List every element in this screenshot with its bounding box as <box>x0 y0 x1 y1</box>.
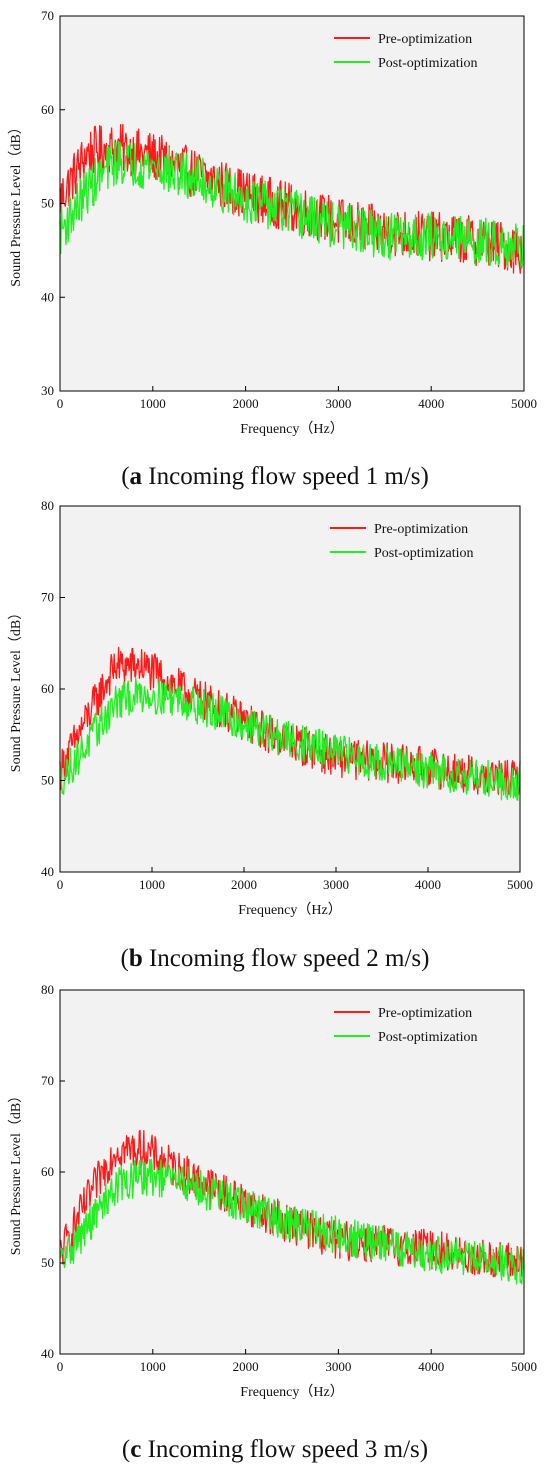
legend-label: Pre-optimization <box>378 1006 472 1021</box>
caption-c: (c Incoming flow speed 3 m/s) <box>121 1436 429 1463</box>
y-tick-label: 40 <box>41 1346 54 1361</box>
x-tick-label: 2000 <box>233 396 259 411</box>
series-line-pre-optimization <box>59 123 525 274</box>
caption-b-text: Incoming flow speed 2 m/s <box>142 945 422 972</box>
legend-label: Pre-optimization <box>378 32 472 47</box>
x-tick-label: 3000 <box>325 396 351 411</box>
series-line-pre-optimization <box>59 1129 525 1278</box>
y-tick-label: 50 <box>41 196 54 211</box>
y-axis-title: Sound Pressure Level（dB） <box>8 120 24 286</box>
caption-a-text: Incoming flow speed 1 m/s <box>142 463 421 490</box>
legend-label: Pre-optimization <box>374 522 468 537</box>
x-tick-label: 5000 <box>507 877 533 892</box>
x-tick-label: 0 <box>57 1359 64 1374</box>
chart-b-svg: 0 1000 2000 3000 4000 5000 40 50 60 70 80 Frequency… <box>8 498 533 918</box>
x-tick-label: 0 <box>57 877 64 892</box>
caption-a-letter: a <box>129 463 143 490</box>
x-tick-label: 1000 <box>140 396 166 411</box>
y-tick-label: 30 <box>41 383 54 398</box>
y-axis-title: Sound Pressure Level（dB） <box>8 1089 24 1255</box>
x-tick-label: 5000 <box>511 1359 537 1374</box>
y-axis-title: Sound Pressure Level（dB） <box>8 606 24 772</box>
caption-c-text: Incoming flow speed 3 m/s <box>141 1436 420 1463</box>
y-tick-label: 70 <box>41 590 54 605</box>
y-tick-label: 80 <box>41 498 54 513</box>
x-tick-label: 4000 <box>418 396 444 411</box>
x-axis-title: Frequency（Hz） <box>238 902 341 918</box>
y-tick-label: 60 <box>41 1164 54 1179</box>
y-tick-label: 50 <box>41 773 54 788</box>
y-tick-label: 40 <box>41 289 54 304</box>
y-tick-label: 40 <box>41 864 54 879</box>
legend-label: Post-optimization <box>378 56 478 71</box>
x-axis-title: Frequency（Hz） <box>240 421 343 437</box>
caption-b: (b Incoming flow speed 2 m/s) <box>120 945 430 972</box>
x-tick-label: 3000 <box>323 877 349 892</box>
y-tick-label: 70 <box>41 8 54 23</box>
x-tick-label: 0 <box>57 396 64 411</box>
chart-panel-b: 0 1000 2000 3000 4000 5000 40 50 60 70 80 Frequency… <box>8 498 533 972</box>
chart-a-svg: 0 1000 2000 3000 4000 5000 30 40 50 60 70 Frequency… <box>8 8 537 437</box>
caption-a: (a Incoming flow speed 1 m/s) <box>121 463 429 490</box>
x-axis-title: Frequency（Hz） <box>240 1384 343 1400</box>
y-tick-label: 50 <box>41 1255 54 1270</box>
x-tick-label: 4000 <box>415 877 441 892</box>
plot-area <box>60 990 524 1354</box>
legend-label: Post-optimization <box>374 546 474 561</box>
y-tick-label: 60 <box>41 681 54 696</box>
y-tick-label: 60 <box>41 102 54 117</box>
x-tick-label: 4000 <box>418 1359 444 1374</box>
chart-c-svg: 0 1000 2000 3000 4000 5000 40 50 60 70 80 Frequency… <box>8 982 537 1400</box>
x-tick-label: 3000 <box>325 1359 351 1374</box>
y-tick-label: 70 <box>41 1073 54 1088</box>
x-tick-label: 1000 <box>139 877 165 892</box>
y-tick-label: 80 <box>41 982 54 997</box>
series-line-post-optimization <box>59 140 525 269</box>
x-tick-label: 2000 <box>233 1359 259 1374</box>
caption-b-letter: b <box>128 945 143 972</box>
caption-c-letter: c <box>130 1436 142 1463</box>
x-tick-label: 2000 <box>231 877 257 892</box>
series-line-post-optimization <box>59 1158 525 1285</box>
x-tick-label: 1000 <box>140 1359 166 1374</box>
series-line-post-optimization <box>59 676 521 801</box>
legend-label: Post-optimization <box>378 1030 478 1045</box>
chart-panel-a: 0 1000 2000 3000 4000 5000 30 40 50 60 70 Frequency… <box>0 0 550 490</box>
x-tick-label: 5000 <box>511 396 537 411</box>
